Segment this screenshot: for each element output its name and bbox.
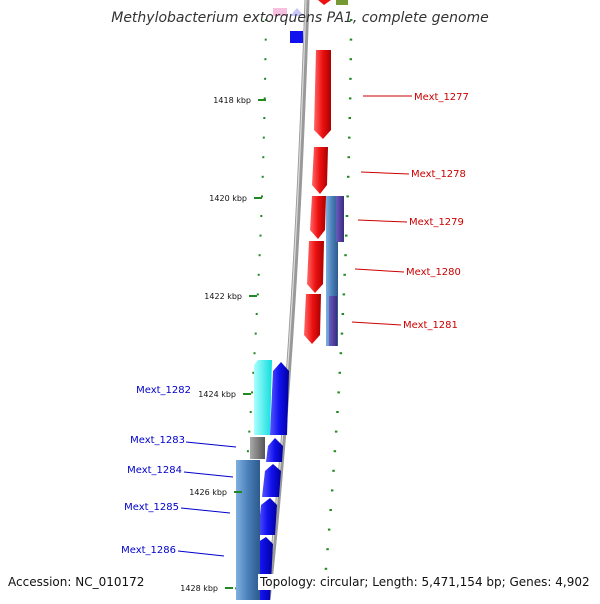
gene-label-mext-1284[interactable]: Mext_1284: [127, 465, 182, 476]
gene-label-mext-1282[interactable]: Mext_1282: [136, 385, 191, 396]
gene-labels: Mext_1277 Mext_1278 Mext_1279 Mext_1280 …: [121, 92, 469, 557]
top-feature-olive: [336, 0, 348, 5]
kbp-label: 1422 kbp: [204, 292, 242, 301]
leader-line: [360, 171, 410, 175]
cds-forward-1281[interactable]: [304, 294, 321, 344]
accession-text: Accession: NC_010172: [6, 574, 147, 590]
cds-forward-1278[interactable]: [312, 147, 328, 194]
kbp-label: 1418 kbp: [213, 96, 251, 105]
genome-backbone: [265, 0, 310, 601]
kbp-label: 1424 kbp: [198, 390, 236, 399]
map-title: Methylobacterium extorquens PA1, complet…: [111, 10, 489, 26]
top-feature-pink: [273, 8, 287, 16]
domain-feature-purple-1: [336, 196, 344, 242]
domain-feature-purple-2: [329, 296, 337, 346]
leader-line: [180, 507, 231, 514]
gene-label-mext-1283[interactable]: Mext_1283: [130, 435, 185, 446]
top-feature-lavender: [290, 8, 304, 16]
cds-reverse-1285[interactable]: [258, 498, 277, 535]
cds-reverse-1284[interactable]: [262, 464, 281, 497]
leader-line: [185, 441, 237, 448]
cds-forward-1280[interactable]: [307, 241, 324, 293]
gene-label-mext-1280[interactable]: Mext_1280: [406, 267, 461, 278]
trna-feature-cyan: [254, 360, 272, 435]
gene-label-mext-1279[interactable]: Mext_1279: [409, 217, 464, 228]
gene-label-mext-1277[interactable]: Mext_1277: [414, 92, 469, 103]
kbp-label: 1428 kbp: [180, 584, 218, 593]
forward-strand-genes: [304, 50, 344, 346]
top-feature-red: [318, 0, 331, 5]
cds-forward-1277[interactable]: [314, 50, 331, 139]
top-feature-blue: [290, 31, 303, 43]
leader-line: [183, 471, 234, 478]
kbp-label: 1426 kbp: [189, 488, 227, 497]
gray-feature: [250, 437, 265, 459]
domain-feature-steel-reverse: [236, 460, 260, 600]
leader-line: [177, 550, 225, 557]
cds-reverse-1282[interactable]: [270, 362, 289, 435]
reverse-strand-genes: [236, 360, 289, 600]
leader-line: [357, 219, 408, 223]
gene-label-mext-1286[interactable]: Mext_1286: [121, 545, 176, 556]
genome-summary-text: Topology: circular; Length: 5,471,154 bp…: [258, 574, 592, 590]
kbp-scale: 1418 kbp 1420 kbp 1422 kbp 1424 kbp 1426…: [180, 96, 266, 593]
cds-forward-1279[interactable]: [310, 196, 326, 239]
gene-label-mext-1281[interactable]: Mext_1281: [403, 320, 458, 331]
leader-line: [351, 321, 402, 326]
gene-label-mext-1285[interactable]: Mext_1285: [124, 502, 179, 513]
kbp-label: 1420 kbp: [209, 194, 247, 203]
gene-label-mext-1278[interactable]: Mext_1278: [411, 169, 466, 180]
leader-line: [354, 268, 405, 273]
cds-reverse-1283[interactable]: [266, 438, 283, 462]
